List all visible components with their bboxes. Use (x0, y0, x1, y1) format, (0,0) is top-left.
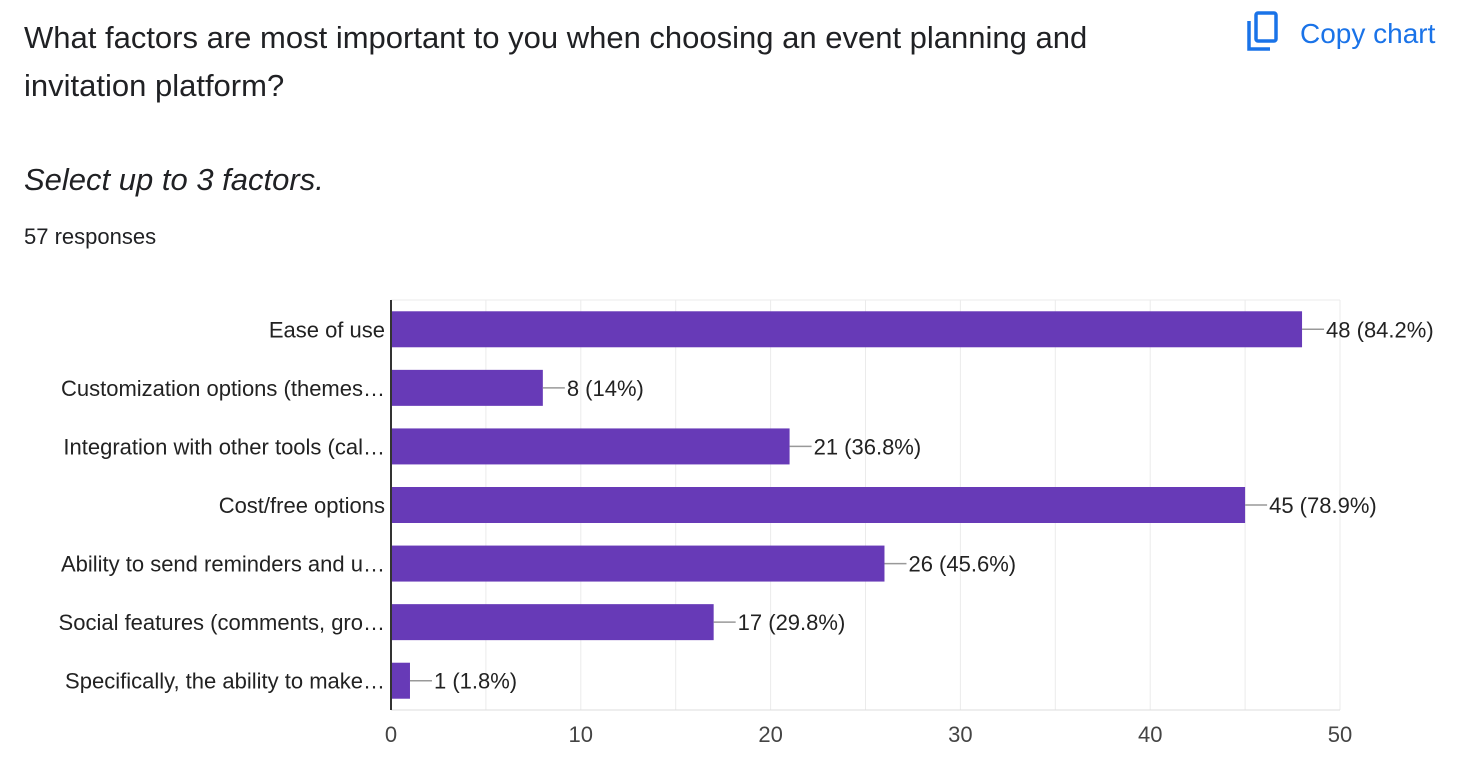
data-labels: 48 (84.2%) 8 (14%) 21 (36.8%) 45 (78.9%) 26 … (434, 317, 1434, 693)
category-label: Integration with other tools (cal… (63, 434, 385, 459)
category-label: Specifically, the ability to make… (65, 669, 385, 694)
leader-lines (409, 328, 1325, 682)
category-label: Ability to send reminders and u… (61, 552, 385, 577)
category-label: Social features (comments, gro… (59, 610, 385, 635)
copy-icon (1244, 10, 1280, 57)
category-label: Ease of use (269, 317, 385, 342)
x-tick-label: 20 (758, 722, 782, 747)
x-tick-label: 50 (1328, 722, 1352, 747)
question-title: What factors are most important to you w… (24, 20, 1088, 103)
x-tick-label: 40 (1138, 722, 1162, 747)
bar (391, 662, 410, 699)
category-labels: Ease of use Customization options (themes… (59, 317, 385, 693)
x-axis-ticks: 0 10 20 30 40 50 (385, 722, 1352, 747)
data-label: 17 (29.8%) (738, 610, 846, 635)
data-label: 21 (36.8%) (814, 434, 922, 459)
x-tick-label: 0 (385, 722, 397, 747)
bar (391, 545, 885, 582)
data-label: 1 (1.8%) (434, 669, 517, 694)
data-label: 8 (14%) (567, 376, 644, 401)
bar (391, 369, 543, 406)
copy-chart-label: Copy chart (1300, 17, 1436, 49)
data-label: 45 (78.9%) (1269, 493, 1377, 518)
bar (391, 604, 714, 641)
question-description: Select up to 3 factors. (24, 162, 324, 197)
category-label: Cost/free options (219, 493, 385, 518)
x-tick-label: 10 (569, 722, 593, 747)
x-tick-label: 30 (948, 722, 972, 747)
data-label: 26 (45.6%) (908, 552, 1016, 577)
response-count: 57 responses (24, 224, 157, 249)
copy-chart-button[interactable]: Copy chart (1244, 10, 1435, 57)
bar (391, 487, 1246, 523)
category-label: Customization options (themes… (61, 376, 385, 401)
bars (391, 311, 1303, 699)
bar (391, 311, 1303, 348)
bar (391, 428, 790, 465)
data-label: 48 (84.2%) (1326, 317, 1434, 342)
